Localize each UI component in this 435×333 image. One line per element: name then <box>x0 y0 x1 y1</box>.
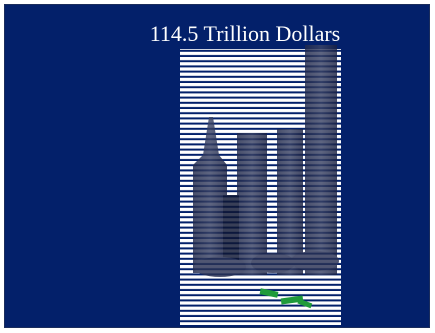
slide: 114.5 Trillion Dollars <box>4 4 430 328</box>
money-bills <box>259 288 313 309</box>
tower-group <box>193 45 339 277</box>
money-stack-towers-illustration <box>180 45 341 325</box>
slide-title: 114.5 Trillion Dollars <box>149 21 341 46</box>
